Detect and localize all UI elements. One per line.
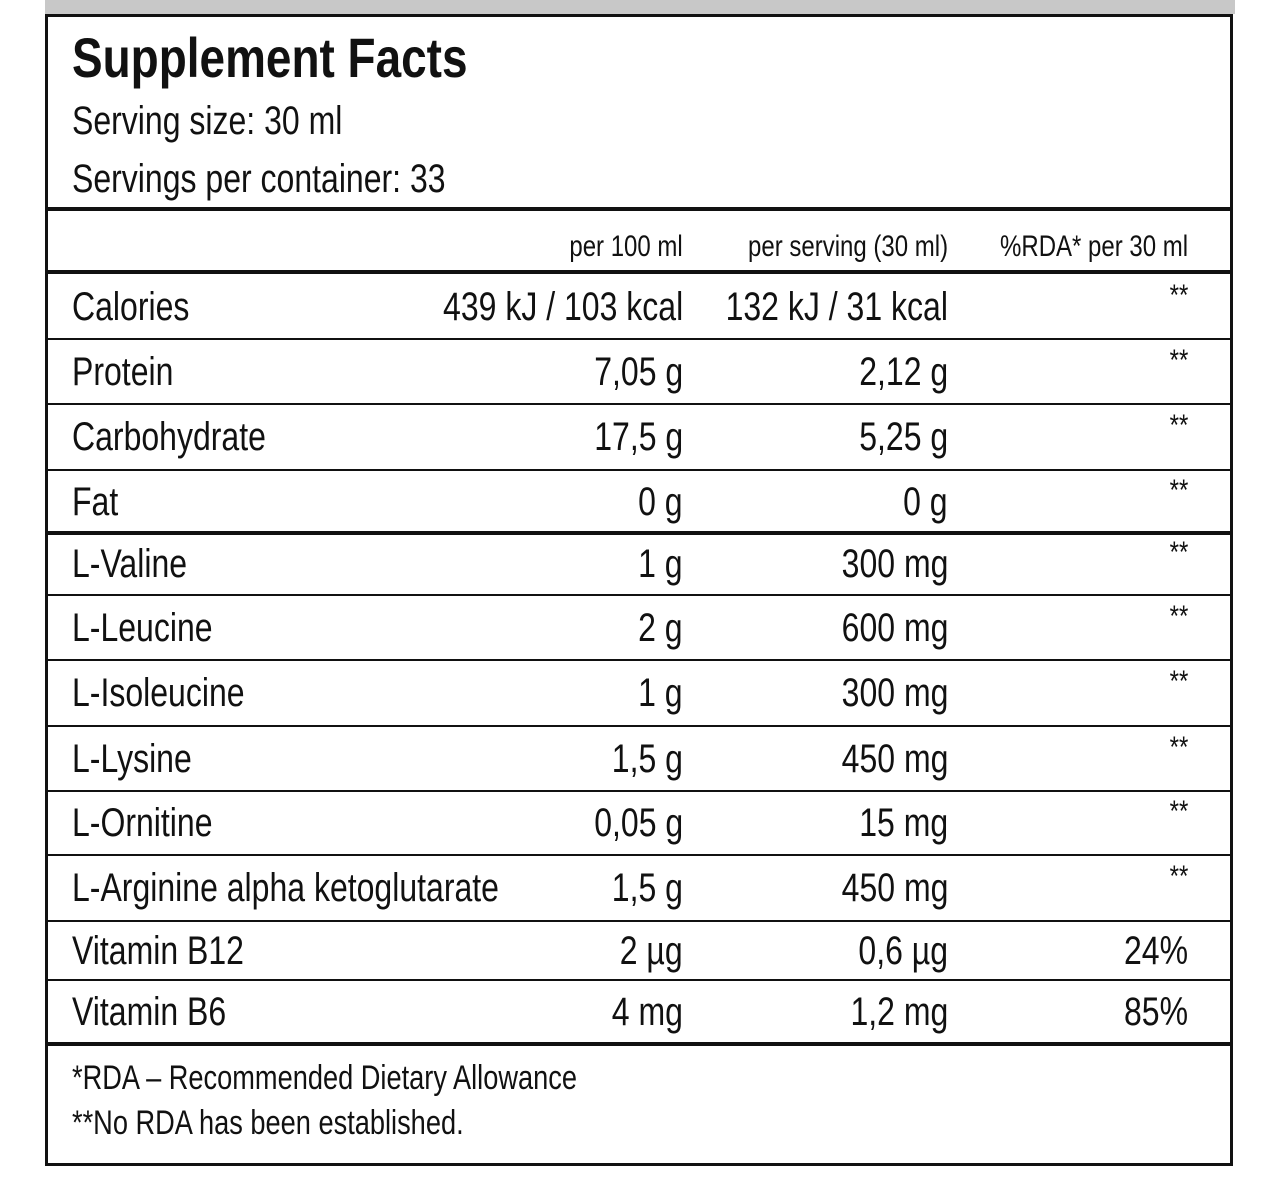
row-label: Fat <box>72 479 119 524</box>
footnote: **No RDA has been established. <box>72 1104 464 1142</box>
rule <box>45 469 1233 471</box>
cell: 0,6 µg <box>858 928 948 973</box>
cell: 1,5 g <box>611 866 683 910</box>
cell: ** <box>1169 278 1188 312</box>
cell: 4 mg <box>611 989 683 1034</box>
cell: ** <box>1169 665 1188 698</box>
cell: 24% <box>1123 928 1188 973</box>
cell: ** <box>1169 795 1188 828</box>
row-label: L-Lysine <box>72 736 192 781</box>
rule <box>45 790 1233 792</box>
column-header: per 100 ml <box>569 230 683 263</box>
label-box <box>45 14 1233 1166</box>
column-header: %RDA* per 30 ml <box>999 230 1188 263</box>
cell: 132 kJ / 31 kcal <box>725 284 948 329</box>
cell: 450 mg <box>841 866 948 910</box>
cell: 600 mg <box>841 605 948 650</box>
column-header: per serving (30 ml) <box>747 230 948 263</box>
row-label: L-Isoleucine <box>72 671 245 715</box>
cell: 0 g <box>903 479 948 524</box>
cell: 7,05 g <box>594 349 683 394</box>
cell: 1 g <box>638 671 683 715</box>
cell: ** <box>1169 730 1188 764</box>
rule <box>45 531 1233 535</box>
row-label: Calories <box>72 284 190 329</box>
cell: 1 g <box>638 542 683 586</box>
rule <box>45 854 1233 856</box>
rule <box>45 725 1233 727</box>
cell: 2 g <box>638 605 683 650</box>
row-label: L-Leucine <box>72 605 213 650</box>
cell: 2,12 g <box>859 349 948 394</box>
cell: ** <box>1169 409 1188 442</box>
cell: ** <box>1169 343 1188 377</box>
cell: ** <box>1169 599 1188 633</box>
cell: 0 g <box>638 479 683 524</box>
cell: 1,5 g <box>611 736 683 781</box>
cell: 17,5 g <box>594 415 683 459</box>
row-label: Carbohydrate <box>72 415 266 459</box>
cell: 300 mg <box>841 542 948 586</box>
rule <box>45 979 1233 981</box>
row-label: Vitamin B12 <box>72 928 244 973</box>
cell: ** <box>1169 536 1188 569</box>
footnote: *RDA – Recommended Dietary Allowance <box>72 1059 577 1097</box>
servings-per-container: Servings per container: 33 <box>72 157 446 201</box>
cell: 85% <box>1123 989 1188 1034</box>
cell: 450 mg <box>841 736 948 781</box>
rule <box>45 207 1233 211</box>
rule <box>45 920 1233 922</box>
rule <box>45 338 1233 340</box>
cell: 15 mg <box>859 801 948 845</box>
cell: 0,05 g <box>594 801 683 845</box>
cell: 300 mg <box>841 671 948 715</box>
rule <box>45 403 1233 405</box>
cell: 5,25 g <box>859 415 948 459</box>
cell: 1,2 mg <box>850 989 948 1034</box>
row-label: Vitamin B6 <box>72 989 227 1034</box>
row-label: L-Ornitine <box>72 801 213 845</box>
row-label: Protein <box>72 349 174 394</box>
rule <box>45 659 1233 661</box>
top-bar <box>45 0 1235 14</box>
rule <box>45 1042 1233 1046</box>
serving-size: Serving size: 30 ml <box>72 99 343 143</box>
row-label: L-Arginine alpha ketoglutarate <box>72 866 499 910</box>
rule <box>45 594 1233 596</box>
cell: 439 kJ / 103 kcal <box>442 284 683 329</box>
cell: ** <box>1169 473 1188 507</box>
row-label: L-Valine <box>72 542 188 586</box>
cell: 2 µg <box>620 928 683 973</box>
cell: ** <box>1169 860 1188 893</box>
title: Supplement Facts <box>72 26 468 89</box>
rule <box>45 270 1233 274</box>
